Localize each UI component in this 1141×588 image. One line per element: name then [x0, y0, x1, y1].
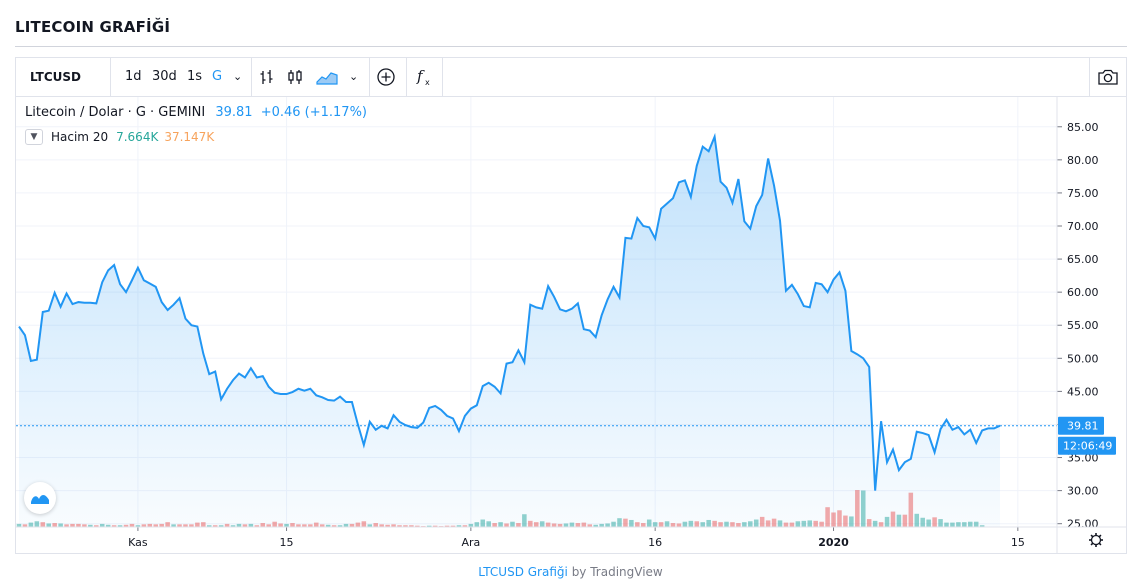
volume-ma-value: 37.147K — [164, 130, 215, 144]
gear-icon-tooth — [1090, 534, 1094, 538]
interval-g-button[interactable]: G — [212, 69, 223, 84]
y-tick-label: 50.00 — [1067, 352, 1099, 365]
y-tick-label: 80.00 — [1067, 154, 1099, 167]
footer-attribution: by TradingView — [571, 565, 663, 579]
footer: LTCUSD Grafiği by TradingView — [0, 565, 1141, 579]
title-divider — [15, 46, 1127, 47]
toolbar-divider — [369, 58, 370, 96]
bar-style-icon[interactable] — [256, 58, 278, 96]
x-tick-label: 15 — [1011, 536, 1025, 549]
volume-legend: ▼ Hacim 20 7.664K 37.147K — [25, 129, 214, 145]
series-title: Litecoin / Dolar · G · GEMINI — [25, 105, 206, 120]
toolbar-divider — [442, 58, 443, 96]
toolbar-divider — [406, 58, 407, 96]
gear-icon-tooth — [1098, 534, 1102, 538]
gear-icon-ring — [1090, 534, 1102, 546]
volume-value: 7.664K — [116, 130, 159, 144]
y-tick-label: 75.00 — [1067, 187, 1099, 200]
area-style-icon[interactable] — [314, 58, 340, 96]
y-tick-label: 65.00 — [1067, 253, 1099, 266]
price-area-fill — [19, 136, 1000, 527]
y-tick-label: 30.00 — [1067, 485, 1099, 498]
y-tick-label: 55.00 — [1067, 319, 1099, 332]
y-tick-label: 70.00 — [1067, 220, 1099, 233]
x-tick-label: 16 — [648, 536, 662, 549]
y-tick-label: 35.00 — [1067, 452, 1099, 465]
toolbar-divider — [1089, 58, 1090, 96]
legend-collapse-chevron-icon[interactable]: ▼ — [25, 129, 43, 145]
gear-icon-tooth — [1090, 542, 1094, 546]
gear-icon-tooth — [1098, 542, 1102, 546]
chart-style-chevron-down-icon[interactable]: ⌄ — [349, 70, 359, 83]
svg-text:f: f — [416, 67, 425, 85]
candle-style-icon[interactable] — [284, 58, 306, 96]
price-chart[interactable]: 85.00 80.00 75.00 70.00 65.00 60.00 55.00 50.00… — [16, 97, 1126, 553]
series-legend: Litecoin / Dolar · G · GEMINI 39.81 +0.4… — [25, 105, 367, 120]
countdown-badge — [1058, 436, 1116, 455]
snapshot-icon[interactable] — [1092, 58, 1124, 96]
y-tick-label: 85.00 — [1067, 121, 1099, 134]
tradingview-logo-icon[interactable] — [24, 482, 56, 514]
y-tick-label: 60.00 — [1067, 286, 1099, 299]
price-series-line — [18, 132, 1001, 491]
y-tick-label: 45.00 — [1067, 385, 1099, 398]
chart-area[interactable]: 85.00 80.00 75.00 70.00 65.00 60.00 55.00 50.00… — [16, 97, 1126, 553]
symbol-search-button[interactable]: LTCUSD — [30, 70, 81, 84]
toolbar-divider — [110, 58, 111, 96]
last-value: 39.81 — [215, 105, 253, 120]
x-tick-label: Ara — [461, 536, 480, 549]
last-price-badge — [1058, 416, 1104, 435]
interval-chevron-down-icon[interactable]: ⌄ — [233, 70, 243, 83]
x-tick-label: 15 — [280, 536, 294, 549]
last-price-label: 39.81 — [1067, 420, 1099, 433]
x-tick-label: Kas — [128, 536, 148, 549]
toolbar-divider — [251, 58, 252, 96]
footer-chart-link[interactable]: LTCUSD Grafiği — [478, 565, 568, 579]
x-tick-label: 2020 — [818, 536, 849, 549]
volume-label: Hacim 20 — [51, 130, 109, 144]
interval-30d-button[interactable]: 30d — [152, 69, 177, 84]
svg-text:x: x — [425, 78, 430, 87]
y-tick-label: 25.00 — [1067, 518, 1099, 531]
countdown-label: 12:06:49 — [1063, 440, 1112, 453]
page-title: LITECOIN GRAFİĞİ — [15, 18, 171, 36]
gear-icon[interactable] — [1089, 533, 1103, 547]
interval-1d-button[interactable]: 1d — [125, 69, 142, 84]
compare-add-icon[interactable] — [371, 58, 401, 96]
change-value: +0.46 (+1.17%) — [260, 105, 368, 120]
interval-1s-button[interactable]: 1s — [187, 69, 203, 84]
